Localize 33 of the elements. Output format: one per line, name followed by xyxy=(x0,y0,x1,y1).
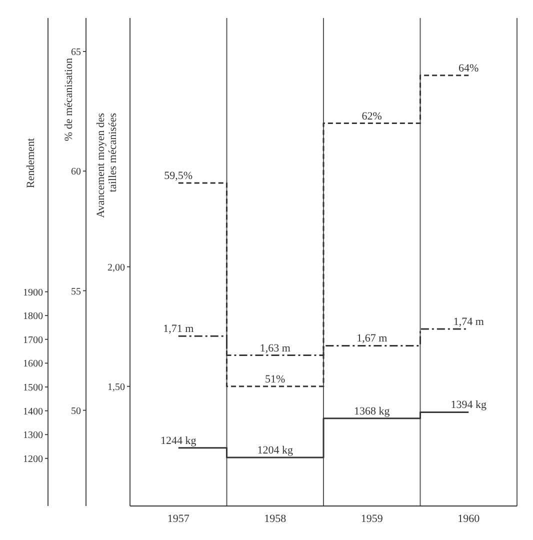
y3-tick-label: 1700 xyxy=(23,334,43,346)
data-label: 1,71 m xyxy=(163,323,194,336)
y3-tick-label: 1400 xyxy=(23,406,43,418)
data-label: 1244 kg xyxy=(160,434,197,447)
y-tick-label: 1,50 xyxy=(108,382,125,393)
y2-axis-title: % de mécanisation xyxy=(63,58,75,142)
y3-tick-label: 1200 xyxy=(23,454,43,465)
y-tick-label: 2,00 xyxy=(108,262,125,274)
data-label: 1368 kg xyxy=(354,405,390,418)
x-tick-label: 1958 xyxy=(264,512,287,525)
y2-tick-label: 50 xyxy=(71,406,81,417)
data-label: 64% xyxy=(458,62,479,74)
y3-tick-label: 1500 xyxy=(23,382,43,394)
data-label: 1,63 m xyxy=(260,342,291,354)
x-tick-label: 1959 xyxy=(360,512,384,525)
data-label: 1,74 m xyxy=(453,316,484,328)
x-tick-label: 1957 xyxy=(167,512,190,525)
data-label: 1,67 m xyxy=(356,332,388,345)
y3-axis-title: Rendement xyxy=(25,138,37,188)
y3-tick-label: 1300 xyxy=(23,430,43,442)
data-label: 1204 kg xyxy=(257,444,294,456)
x-tick-label: 1960 xyxy=(458,512,480,525)
y2-tick-label: 55 xyxy=(71,286,81,298)
data-label: 51% xyxy=(265,373,286,386)
y3-tick-label: 1600 xyxy=(23,358,43,370)
y3-tick-label: 1900 xyxy=(23,287,43,298)
data-label: 1394 kg xyxy=(450,399,487,412)
data-label: 59,5% xyxy=(164,170,193,182)
y2-tick-label: 65 xyxy=(71,47,81,58)
y2-tick-label: 60 xyxy=(71,166,81,178)
data-label: 62% xyxy=(362,110,382,122)
y3-tick-label: 1800 xyxy=(23,311,43,322)
y-axis-title: Avancement moyen des tailles mécanisées xyxy=(95,113,119,218)
